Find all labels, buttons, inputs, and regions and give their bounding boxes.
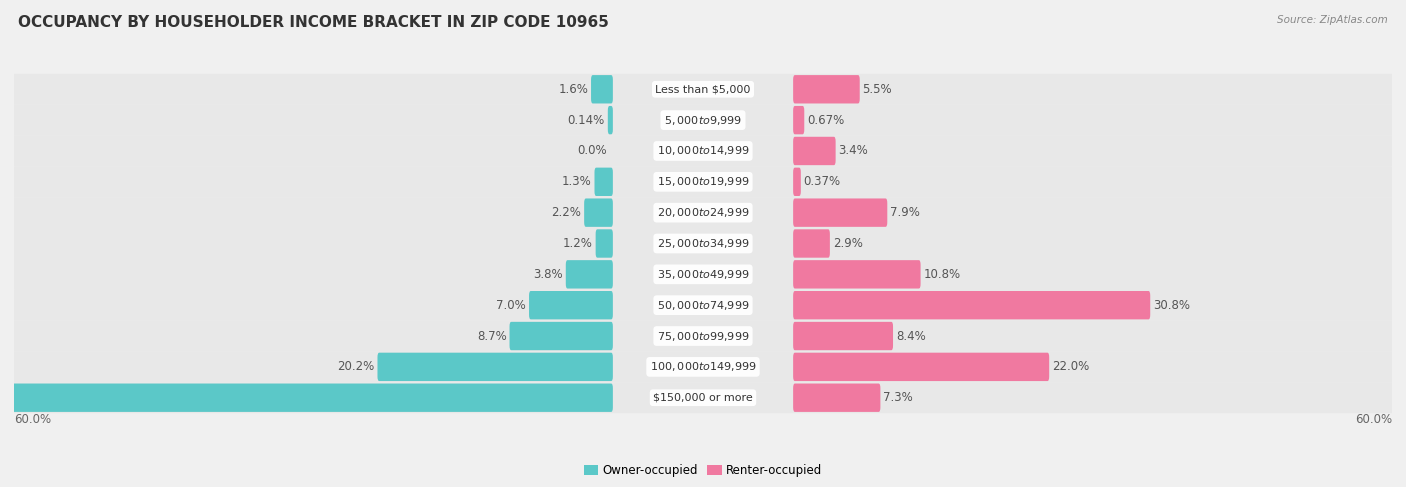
FancyBboxPatch shape [14,228,1392,259]
FancyBboxPatch shape [14,74,1392,105]
Text: 7.9%: 7.9% [890,206,920,219]
FancyBboxPatch shape [793,137,835,165]
Text: $25,000 to $34,999: $25,000 to $34,999 [657,237,749,250]
Legend: Owner-occupied, Renter-occupied: Owner-occupied, Renter-occupied [579,459,827,482]
Text: 60.0%: 60.0% [14,413,51,427]
FancyBboxPatch shape [529,291,613,319]
Text: 0.14%: 0.14% [568,113,605,127]
FancyBboxPatch shape [793,322,893,350]
Text: 8.4%: 8.4% [896,330,925,342]
FancyBboxPatch shape [793,353,1049,381]
Text: 0.67%: 0.67% [807,113,845,127]
FancyBboxPatch shape [583,199,613,227]
Text: $5,000 to $9,999: $5,000 to $9,999 [664,113,742,127]
FancyBboxPatch shape [565,260,613,288]
Text: 0.0%: 0.0% [576,145,606,157]
Text: 3.8%: 3.8% [533,268,562,281]
Text: 1.6%: 1.6% [558,83,588,96]
Text: 3.4%: 3.4% [838,145,869,157]
FancyBboxPatch shape [14,197,1392,228]
FancyBboxPatch shape [793,168,801,196]
FancyBboxPatch shape [793,291,1150,319]
Text: 22.0%: 22.0% [1052,360,1090,374]
FancyBboxPatch shape [14,135,1392,167]
FancyBboxPatch shape [595,168,613,196]
Text: $75,000 to $99,999: $75,000 to $99,999 [657,330,749,342]
Text: Less than $5,000: Less than $5,000 [655,84,751,94]
FancyBboxPatch shape [14,320,1392,352]
FancyBboxPatch shape [591,75,613,103]
FancyBboxPatch shape [14,105,1392,135]
FancyBboxPatch shape [377,353,613,381]
FancyBboxPatch shape [607,106,613,134]
Text: 0.37%: 0.37% [804,175,841,188]
Text: $150,000 or more: $150,000 or more [654,393,752,403]
Text: $100,000 to $149,999: $100,000 to $149,999 [650,360,756,374]
FancyBboxPatch shape [793,75,859,103]
Text: 7.0%: 7.0% [496,299,526,312]
Text: $35,000 to $49,999: $35,000 to $49,999 [657,268,749,281]
FancyBboxPatch shape [14,352,1392,382]
Text: 1.2%: 1.2% [562,237,593,250]
FancyBboxPatch shape [14,259,1392,290]
Text: 1.3%: 1.3% [562,175,592,188]
Text: 10.8%: 10.8% [924,268,960,281]
Text: 5.5%: 5.5% [863,83,893,96]
Text: $15,000 to $19,999: $15,000 to $19,999 [657,175,749,188]
Text: 2.2%: 2.2% [551,206,581,219]
FancyBboxPatch shape [596,229,613,258]
FancyBboxPatch shape [14,167,1392,197]
Text: 20.2%: 20.2% [337,360,374,374]
FancyBboxPatch shape [793,384,880,412]
Text: 8.7%: 8.7% [477,330,506,342]
FancyBboxPatch shape [14,290,1392,320]
FancyBboxPatch shape [509,322,613,350]
FancyBboxPatch shape [793,229,830,258]
Text: OCCUPANCY BY HOUSEHOLDER INCOME BRACKET IN ZIP CODE 10965: OCCUPANCY BY HOUSEHOLDER INCOME BRACKET … [18,15,609,30]
FancyBboxPatch shape [793,199,887,227]
Text: $20,000 to $24,999: $20,000 to $24,999 [657,206,749,219]
Text: 60.0%: 60.0% [1355,413,1392,427]
Text: Source: ZipAtlas.com: Source: ZipAtlas.com [1277,15,1388,25]
FancyBboxPatch shape [0,384,613,412]
Text: 30.8%: 30.8% [1153,299,1189,312]
FancyBboxPatch shape [14,382,1392,413]
FancyBboxPatch shape [793,106,804,134]
Text: 2.9%: 2.9% [832,237,863,250]
Text: 7.3%: 7.3% [883,391,912,404]
Text: $50,000 to $74,999: $50,000 to $74,999 [657,299,749,312]
Text: $10,000 to $14,999: $10,000 to $14,999 [657,145,749,157]
FancyBboxPatch shape [793,260,921,288]
